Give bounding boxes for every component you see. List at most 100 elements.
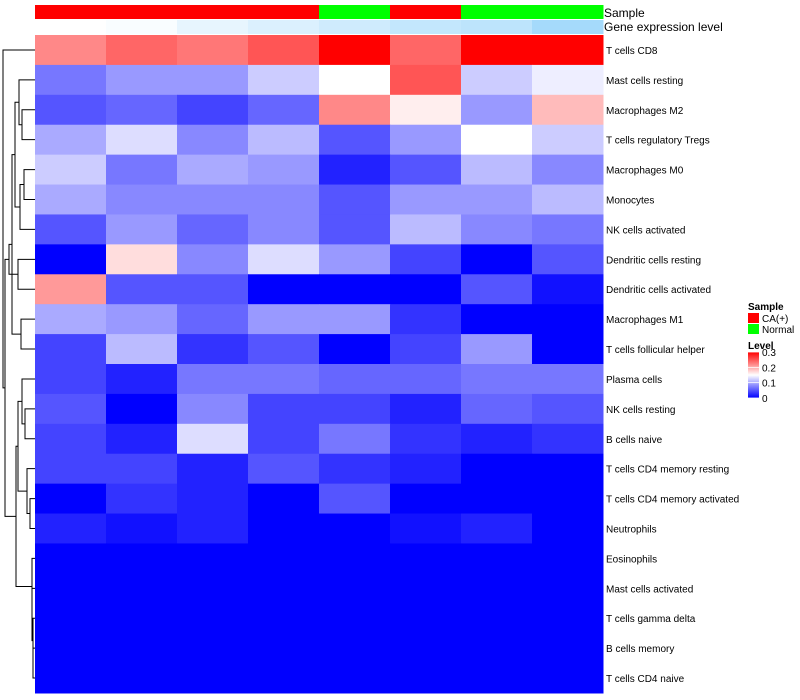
heatmap-cell [35,64,107,96]
heatmap-cell [390,573,462,604]
heatmap-cell [177,184,249,215]
legend-tick-label: 0.3 [762,348,776,359]
heatmap-cell [461,94,533,126]
heatmap-cell [532,334,604,365]
heatmap-cell [106,64,178,96]
legend-swatch-normal [748,324,759,334]
heatmap-cell [461,483,533,515]
heatmap-cell [319,423,391,455]
heatmap-cell [532,124,604,156]
heatmap-cell [177,603,249,634]
heatmap-cell [35,124,107,156]
heatmap-cell [461,214,533,245]
heatmap-cell [461,64,533,96]
heatmap-cell [461,364,533,395]
heatmap-cell [532,304,604,335]
annotation-bars [35,5,604,34]
heatmap-cell [390,633,462,664]
heatmap-cell [461,513,533,544]
legend-level-ticks: 0.3 0.2 0.1 0 [748,348,776,405]
expression-annotation-cell [390,20,462,34]
heatmap-cell [248,214,320,245]
heatmap-cell [177,94,249,126]
heatmap-cell [390,244,462,275]
row-label: Macrophages M2 [606,106,684,117]
legend: Sample CA(+) Normal Level 0.3 0.2 0.1 0 [748,302,794,405]
heatmap-cell [35,663,107,694]
dendrogram-branch [21,378,35,425]
heatmap-cell [106,573,178,604]
heatmap-cell [35,184,107,215]
dendrogram-branch [31,557,35,615]
heatmap-cell [248,423,320,455]
heatmap-cell [106,453,178,485]
sample-annotation-cell [177,5,249,19]
heatmap-cell [35,393,107,425]
heatmap-cell [106,274,178,305]
heatmap-cell [177,543,249,574]
heatmap-cell [248,393,320,425]
row-label: B cells memory [606,644,674,655]
dendrogram-branch [23,169,35,200]
legend-tick-label: 0.1 [762,379,776,390]
dendrogram-branch [20,318,35,350]
heatmap-cell [106,513,178,544]
heatmap-cell [532,513,604,544]
dendrogram-branch [19,184,35,230]
heatmap-cell [248,304,320,335]
heatmap-cell [532,423,604,455]
row-dendrogram [2,49,35,679]
heatmap-cell [461,633,533,664]
heatmap-cell [177,513,249,544]
heatmap-cell [532,663,604,694]
heatmap-cell [319,124,391,156]
heatmap-cell [248,603,320,634]
heatmap-cell [319,244,391,275]
heatmap-cell [390,483,462,515]
heatmap-cell [106,543,178,574]
row-labels: T cells CD8 Mast cells resting Macrophages… [606,46,739,685]
row-label: T cells follicular helper [606,345,705,356]
heatmap-cell [106,154,178,186]
heatmap-cell [532,573,604,604]
heatmap-cell [461,573,533,604]
heatmap-cell [35,94,107,126]
heatmap-cell [461,543,533,574]
dendrogram-branch [17,258,35,290]
row-label: T cells CD8 [606,46,658,57]
heatmap-cell [35,274,107,305]
heatmap-cell [177,124,249,156]
annotation-label-expression: Gene expression level [604,20,723,34]
heatmap-cell [35,304,107,335]
heatmap-cell [248,274,320,305]
heatmap-cell [532,543,604,574]
heatmap-cell [461,334,533,365]
heatmap-cell [106,603,178,634]
heatmap-cell [106,124,178,156]
heatmap-cell [35,513,107,544]
heatmap-cell [35,573,107,604]
row-label: Neutrophils [606,525,657,536]
heatmap-cell [248,94,320,126]
legend-sample-title: Sample [748,302,784,313]
legend-label-ca: CA(+) [762,314,788,325]
heatmap-cell [390,334,462,365]
heatmap-cell [390,124,462,156]
heatmap-cell [177,663,249,694]
heatmap-cell [177,244,249,275]
heatmap-cell [177,483,249,515]
dendrogram-branch [4,258,16,517]
heatmap-cell [106,244,178,275]
heatmap-cell [319,603,391,634]
heatmap-cell [35,603,107,634]
heatmap-cell [461,393,533,425]
heatmap-cell [532,393,604,425]
heatmap-cell [106,483,178,515]
heatmap-cell [532,214,604,245]
heatmap-cell [532,274,604,305]
heatmap-cell [106,94,178,126]
heatmap-cell [390,603,462,634]
annotation-label-sample: Sample [604,6,645,20]
row-label: Macrophages M1 [606,315,684,326]
heatmap-cell [177,393,249,425]
